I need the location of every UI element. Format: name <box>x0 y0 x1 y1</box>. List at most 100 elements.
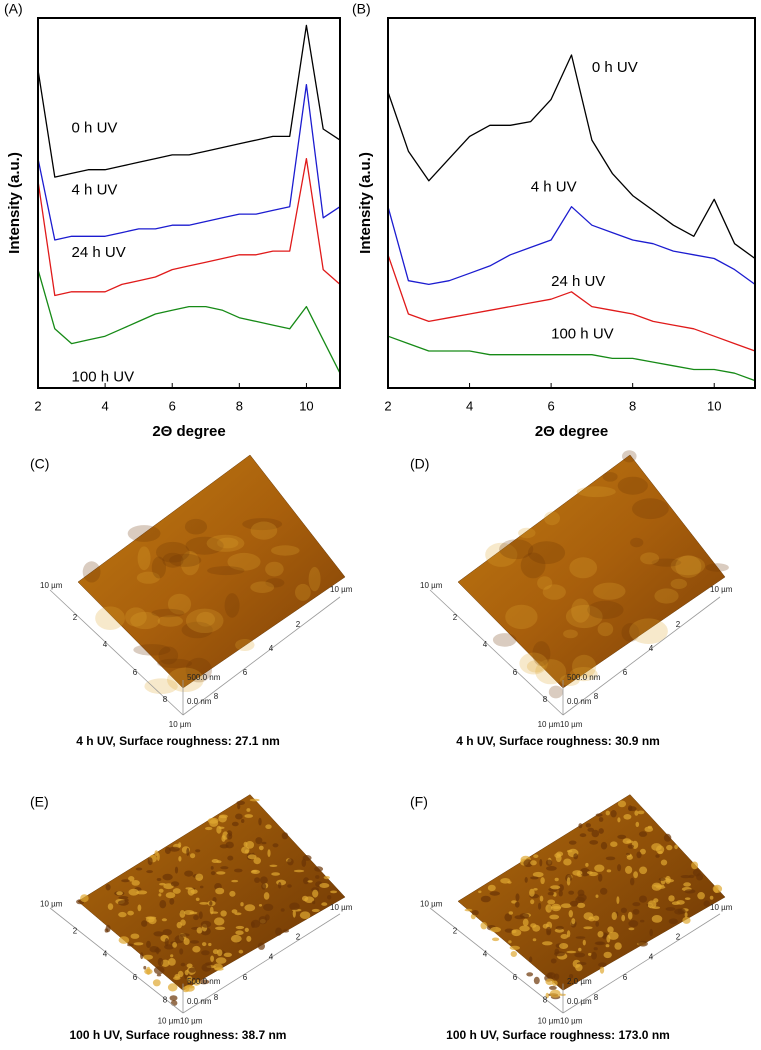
afm-grain <box>549 914 560 920</box>
afm-grain <box>526 972 534 977</box>
afm-grain <box>199 902 209 905</box>
afm-grain <box>179 948 184 955</box>
afm-grain <box>598 817 604 822</box>
afm-grain <box>603 951 612 959</box>
afm-tick-label: 2 <box>296 933 301 942</box>
afm-grain <box>504 928 514 933</box>
afm-grain <box>544 511 560 526</box>
afm-tick-label: 8 <box>214 993 219 1002</box>
xrd-line <box>37 269 341 374</box>
afm-grain <box>146 940 151 949</box>
afm-grain <box>558 890 563 897</box>
afm-grain <box>530 876 539 880</box>
afm-tick-label: 4 <box>649 644 654 653</box>
afm-grain <box>235 813 243 820</box>
afm-grain <box>600 841 608 850</box>
afm-grain <box>200 920 212 928</box>
afm-tick-label: 8 <box>163 996 168 1005</box>
afm-tick-label: 6 <box>513 973 518 982</box>
afm-grain <box>705 563 729 572</box>
afm-grain <box>184 518 208 535</box>
afm-grain <box>587 600 624 620</box>
afm-grain <box>610 810 617 818</box>
afm-grain <box>589 840 599 845</box>
afm-grain <box>218 826 225 829</box>
afm-grain <box>480 895 491 903</box>
afm-grain <box>178 856 182 862</box>
afm-grain <box>244 814 253 818</box>
afm-grain <box>258 817 262 826</box>
afm-grain <box>492 633 517 647</box>
afm-grain <box>183 938 190 945</box>
afm-grain <box>304 896 315 903</box>
afm-grain <box>213 963 223 970</box>
afm-grain <box>674 844 678 850</box>
afm-grain <box>653 884 665 887</box>
afm-grain <box>509 945 520 951</box>
afm-grain <box>195 897 200 901</box>
afm-grain <box>199 885 204 889</box>
afm-grain <box>547 891 555 896</box>
afm-grain <box>314 866 324 872</box>
afm-grain <box>118 936 130 944</box>
afm-grain <box>174 866 179 874</box>
afm-grain <box>80 894 89 903</box>
afm-tick-label: 4 <box>269 644 274 653</box>
afm-grain <box>526 660 545 673</box>
afm-grain <box>637 810 645 815</box>
afm-grain <box>585 862 589 867</box>
afm-grain <box>265 824 272 829</box>
afm-grain <box>208 942 212 947</box>
afm-caption: 100 h UV, Surface roughness: 38.7 nm <box>70 1028 287 1042</box>
afm-grain <box>137 904 142 912</box>
afm-grain <box>591 829 600 838</box>
afm-grain <box>216 871 226 875</box>
afm-grain <box>587 871 593 875</box>
afm-grain <box>215 926 226 930</box>
afm-grain <box>330 890 338 894</box>
afm-grain <box>492 937 500 942</box>
afm-grain <box>258 916 268 925</box>
afm-grain <box>214 917 225 926</box>
afm-grain <box>505 604 538 630</box>
afm-grain <box>606 869 612 873</box>
afm-caption: 4 h UV, Surface roughness: 27.1 nm <box>76 734 280 748</box>
afm-grain <box>151 608 185 618</box>
afm-grain <box>295 583 311 601</box>
afm-grain <box>157 615 183 627</box>
afm-grain <box>235 930 244 935</box>
afm-grain <box>127 943 134 947</box>
afm-grain <box>265 561 284 577</box>
afm-grain <box>185 536 224 555</box>
series-label: 4 h UV <box>72 181 118 198</box>
afm-grain <box>677 908 686 914</box>
afm-z-label: 0.0 nm <box>187 697 212 706</box>
afm-grain <box>151 556 166 579</box>
afm-grain <box>162 929 172 936</box>
x-tick-label: 2 <box>384 398 391 413</box>
afm-grain <box>605 944 610 948</box>
afm-tick-label: 2 <box>296 620 301 629</box>
afm-corner-label: 10 µm <box>40 581 63 590</box>
afm-grain <box>532 938 537 942</box>
afm-grain <box>632 498 669 520</box>
afm-grain <box>563 858 572 866</box>
afm-grain <box>623 814 632 820</box>
afm-grain <box>209 901 213 906</box>
afm-grain <box>533 888 538 891</box>
afm-grain <box>323 875 330 880</box>
afm-grain <box>271 872 280 876</box>
afm-grain <box>703 900 710 907</box>
afm-grain <box>593 947 598 951</box>
afm-grain <box>169 995 178 1001</box>
afm-tick-label: 8 <box>163 695 168 704</box>
afm-grain <box>225 841 234 849</box>
afm-caption: 100 h UV, Surface roughness: 173.0 nm <box>446 1028 670 1042</box>
xrd-line <box>387 54 756 260</box>
afm-grain <box>555 925 564 930</box>
afm-grain <box>511 929 517 934</box>
afm-grain <box>548 685 564 699</box>
afm-grain <box>289 902 300 911</box>
afm-grain <box>117 900 129 906</box>
afm-grain <box>594 864 605 872</box>
